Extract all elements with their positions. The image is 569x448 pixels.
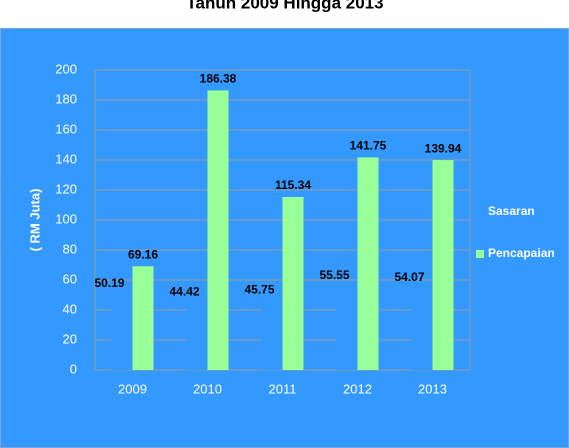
legend-label: Sasaran xyxy=(488,204,535,218)
data-label: 139.94 xyxy=(425,141,462,155)
bar xyxy=(186,303,208,370)
y-tick-label: 80 xyxy=(63,241,77,256)
bar xyxy=(432,160,454,370)
x-tick-label: 2009 xyxy=(118,381,147,396)
x-tick-label: 2010 xyxy=(193,381,222,396)
data-label: 55.55 xyxy=(319,268,349,282)
y-axis-label: ( RM Juta) xyxy=(27,189,42,252)
legend-swatch xyxy=(476,208,484,216)
y-tick-label: 120 xyxy=(55,181,77,196)
data-label: 186.38 xyxy=(200,72,237,86)
y-tick-label: 40 xyxy=(63,301,77,316)
y-tick-label: 60 xyxy=(63,271,77,286)
y-tick-label: 100 xyxy=(55,211,77,226)
bar xyxy=(357,157,379,370)
data-label: 141.75 xyxy=(350,139,387,153)
bar xyxy=(207,90,229,371)
data-label: 69.16 xyxy=(128,247,158,261)
y-tick-label: 160 xyxy=(55,121,77,136)
bar xyxy=(132,266,154,370)
bar xyxy=(261,301,283,370)
y-tick-label: 0 xyxy=(70,361,77,376)
data-label: 115.34 xyxy=(275,178,311,192)
legend-label: Pencapaian xyxy=(488,246,555,260)
y-tick-label: 140 xyxy=(55,151,77,166)
bar xyxy=(336,286,358,370)
x-tick-label: 2012 xyxy=(343,381,372,396)
y-tick-label: 180 xyxy=(55,91,77,106)
data-label: 44.42 xyxy=(169,285,199,299)
x-tick-label: 2011 xyxy=(269,381,297,396)
x-tick-label: 2013 xyxy=(418,381,447,396)
bar xyxy=(411,288,433,370)
chart-title: Tahun 2009 Hingga 2013 xyxy=(186,0,383,12)
data-label: 54.07 xyxy=(394,270,424,284)
y-tick-label: 20 xyxy=(63,331,77,346)
legend-swatch xyxy=(476,250,484,258)
y-tick-label: 200 xyxy=(55,61,77,76)
bar xyxy=(111,294,133,370)
data-label: 50.19 xyxy=(94,276,124,290)
bar xyxy=(282,196,304,370)
data-label: 45.75 xyxy=(244,283,274,297)
